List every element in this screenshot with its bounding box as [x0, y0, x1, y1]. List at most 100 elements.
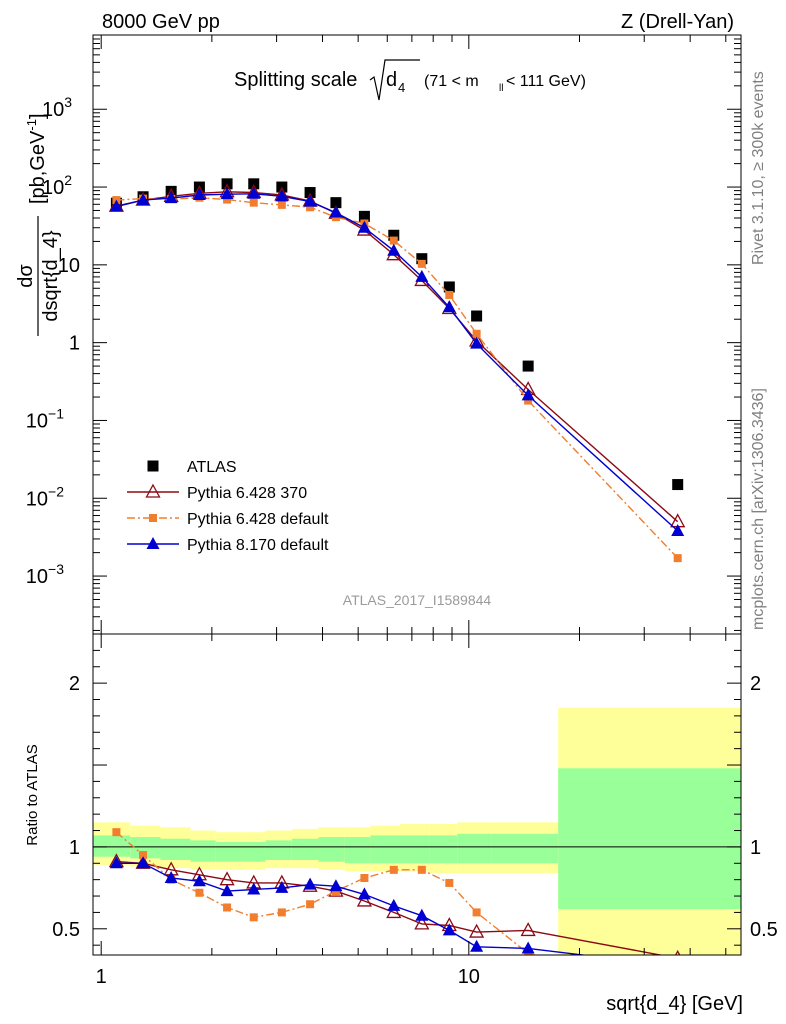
- data-point-pythia-8-170-default: [164, 191, 178, 204]
- header-left-label: 8000 GeV pp: [102, 11, 220, 33]
- ratio-frame: [92, 633, 742, 956]
- ratio-point-pythia-8-170-default: [192, 874, 206, 887]
- mcplots-label: mcplots.cern.ch [arXiv:1306.3436]: [750, 388, 767, 630]
- x-tick-label: 10: [458, 966, 480, 988]
- main-ylabel: dσ dsqrt{d_4} [pb,GeV-1]: [15, 113, 62, 336]
- data-point-pythia-8-170-default: [470, 336, 484, 349]
- ratio-point-pythia-6-428-default: [360, 874, 369, 883]
- data-point-pythia-6-428-default: [223, 195, 232, 204]
- ratio-point-pythia-8-170-default: [109, 856, 123, 869]
- data-point-atlas: [304, 187, 316, 199]
- y-tick-label: 10−1: [26, 405, 64, 432]
- data-point-pythia-6-428-default: [673, 554, 682, 563]
- y-tick-label: 10: [58, 255, 80, 277]
- ratio-point-pythia-6-428-370: [356, 892, 373, 907]
- ratio-point-pythia-6-428-default: [472, 908, 481, 917]
- ratio-uncertainty-bands: [93, 707, 741, 955]
- x-axis-label: sqrt{d_4} [GeV]: [606, 993, 743, 1015]
- legend-marker-atlas: [147, 460, 159, 472]
- ratio-point-pythia-6-428-370: [520, 922, 536, 937]
- chart-title: Splitting scale d 4 (71 < m ll < 111 GeV…: [234, 59, 586, 101]
- legend-label-atlas: ATLAS: [187, 459, 237, 476]
- ratio-band-stat-14: [491, 833, 559, 864]
- ratio-point-pythia-8-170-default: [387, 898, 401, 911]
- ratio-point-pythia-8-170-default: [329, 879, 343, 892]
- data-point-pythia-8-170-default: [275, 189, 289, 202]
- ratio-point-pythia-8-170-default: [136, 856, 150, 869]
- ratio-point-pythia-6-428-default: [249, 913, 258, 922]
- ratio-y-tick-label-left: 2: [69, 673, 80, 695]
- ratio-point-pythia-6-428-default: [139, 851, 148, 860]
- ratio-band-stat-15: [558, 768, 741, 910]
- ratio-line-pythia-8-170-default: [116, 862, 589, 955]
- ratio-band-stat-7: [291, 838, 319, 861]
- ratio-point-pythia-8-170-default: [671, 959, 684, 971]
- ratio-band-stat-6: [265, 840, 292, 861]
- ratio-point-pythia-8-170-default: [247, 882, 261, 895]
- y-tick-label: 103: [42, 94, 72, 121]
- data-point-pythia-8-170-default: [220, 187, 234, 200]
- title-main: Splitting scale: [234, 69, 357, 91]
- ratio-band-stat-8: [318, 837, 345, 862]
- data-point-atlas: [672, 479, 684, 491]
- legend-marker-pythia-8-170-default: [146, 537, 160, 549]
- ratio-point-pythia-8-170-default: [303, 877, 317, 890]
- ratio-y-tick-label-right: 2: [750, 673, 761, 695]
- data-point-atlas: [471, 310, 483, 322]
- title-sqrt-sub: 4: [398, 80, 405, 95]
- rivet-version-label: Rivet 3.1.10, ≥ 300k events: [750, 71, 767, 265]
- ratio-y-tick-label-right: 1: [750, 837, 761, 859]
- data-point-pythia-8-170-default: [109, 199, 123, 212]
- data-point-atlas: [388, 229, 400, 241]
- data-point-atlas: [248, 178, 260, 190]
- ratio-point-pythia-8-170-default: [164, 871, 178, 884]
- legend-label-pythia-6-428-370: Pythia 6.428 370: [187, 485, 307, 502]
- data-point-pythia-8-170-default: [521, 388, 535, 401]
- ratio-y-tick-label-right: 0.5: [750, 919, 778, 941]
- ratio-point-pythia-8-170-default: [415, 908, 429, 921]
- title-range-end: < 111 GeV): [506, 73, 586, 90]
- ylabel-unit-text: [pb,GeV: [27, 130, 49, 204]
- data-point-pythia-8-170-default: [357, 220, 371, 233]
- ratio-point-pythia-8-170-default: [357, 887, 371, 900]
- axes: 1 10 10−3 10−2 10−1 1 10 102 103 0.5 0.5 1 1 2 2: [26, 34, 778, 988]
- data-point-pythia-6-428-default: [389, 236, 398, 245]
- data-point-pythia-8-170-default: [192, 188, 206, 201]
- ratio-point-pythia-6-428-default: [445, 878, 454, 887]
- ratio-panel: [93, 828, 741, 971]
- ylabel-unit: [pb,GeV-1]: [24, 113, 49, 204]
- data-point-pythia-8-170-default: [387, 243, 401, 256]
- ratio-point-pythia-6-428-default: [389, 865, 398, 874]
- data-point-atlas: [522, 360, 534, 372]
- ratio-band-stat-2: [160, 838, 191, 861]
- data-point-atlas: [416, 253, 428, 265]
- data-point-pythia-6-428-default: [417, 259, 426, 268]
- ylabel-denominator: dsqrt{d_4}: [40, 230, 62, 322]
- ratio-band-stat-1: [130, 837, 161, 859]
- ylabel-unit-sup: -1: [24, 119, 39, 131]
- ratio-line-pythia-6-428-370: [116, 860, 664, 955]
- ratio-point-pythia-8-170-default: [470, 939, 484, 952]
- ratio-point-pythia-6-428-default: [195, 888, 204, 897]
- ratio-band-stat-4: [215, 841, 241, 862]
- ratio-band-stat-12: [429, 835, 458, 864]
- ratio-point-pythia-6-428-default: [223, 903, 232, 912]
- ratio-y-tick-label-left: 0.5: [52, 919, 80, 941]
- title-sqrt-sign: [369, 59, 420, 101]
- ylabel-unit-end: ]: [27, 113, 49, 119]
- data-point-pythia-8-170-default: [247, 186, 261, 199]
- series-line-pythia-6-428-default: [116, 196, 679, 559]
- ratio-y-tick-label-left: 1: [69, 837, 80, 859]
- ratio-band-stat-11: [400, 835, 430, 864]
- main-panel: [108, 178, 686, 563]
- y-tick-label: 102: [42, 172, 72, 199]
- ratio-point-pythia-6-428-370: [414, 915, 430, 930]
- legend-marker-pythia-6-428-default: [149, 514, 157, 522]
- ratio-band-stat-13: [457, 833, 492, 864]
- ratio-band-stat-0: [93, 835, 131, 857]
- data-point-pythia-6-428-default: [249, 198, 258, 207]
- ratio-point-pythia-6-428-default: [277, 908, 286, 917]
- data-point-pythia-8-170-default: [136, 193, 150, 206]
- data-point-atlas: [443, 281, 455, 293]
